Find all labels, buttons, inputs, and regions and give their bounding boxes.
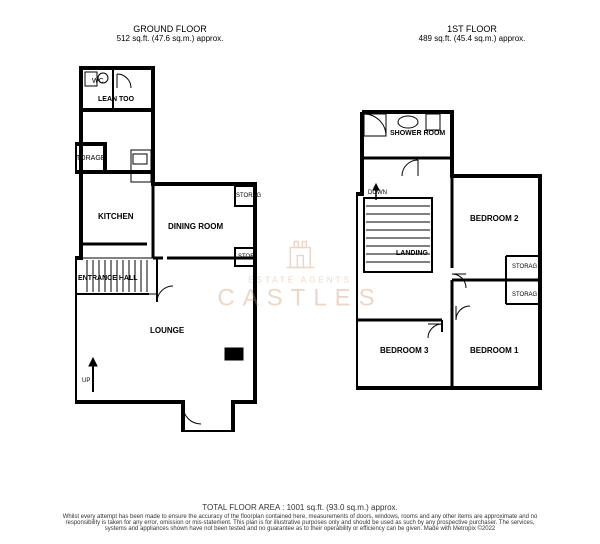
ground-subtitle: 512 sq.ft. (47.6 sq.m.) approx. [110, 34, 230, 43]
dining-label: DINING ROOM [168, 222, 223, 231]
castle-icon [280, 232, 320, 272]
storag-r-label: STORAG [236, 193, 261, 199]
landing-label: LANDING [396, 250, 428, 257]
first-subtitle: 489 sq.ft. (45.4 sq.m.) approx. [412, 34, 532, 43]
wc-label: WC [92, 78, 104, 85]
entrance-label: ENTRANCE HALL [78, 275, 138, 282]
kitchen-label: KITCHEN [98, 212, 134, 221]
storag2-label: STORAG [512, 292, 537, 298]
ground-floor-plan [75, 62, 260, 432]
footer-total: TOTAL FLOOR AREA : 1001 sq.ft. (93.0 sq.… [60, 503, 540, 512]
footer: TOTAL FLOOR AREA : 1001 sq.ft. (93.0 sq.… [60, 503, 540, 532]
storag1-label: STORAG [512, 264, 537, 270]
lean-too-label: LEAN TOO [98, 96, 134, 103]
down-label: DOWN [368, 190, 387, 196]
ground-floor-title: GROUND FLOOR 512 sq.ft. (47.6 sq.m.) app… [110, 24, 230, 43]
storag-r2-label: STOR [238, 254, 255, 260]
first-floor-title: 1ST FLOOR 489 sq.ft. (45.4 sq.m.) approx… [412, 24, 532, 43]
bed2-label: BEDROOM 2 [470, 214, 518, 223]
footer-disclaimer: Whilst every attempt has been made to en… [60, 514, 540, 532]
bed3-label: BEDROOM 3 [380, 346, 428, 355]
floorplan-canvas: GROUND FLOOR 512 sq.ft. (47.6 sq.m.) app… [0, 0, 600, 544]
up-label: UP [82, 378, 90, 384]
shower-label: SHOWER ROOM [390, 130, 445, 137]
lounge-label: LOUNGE [150, 326, 184, 335]
ground-title-text: GROUND FLOOR [110, 24, 230, 34]
storage-label: TORAGE [76, 155, 105, 162]
bed1-label: BEDROOM 1 [470, 346, 518, 355]
first-title-text: 1ST FLOOR [412, 24, 532, 34]
